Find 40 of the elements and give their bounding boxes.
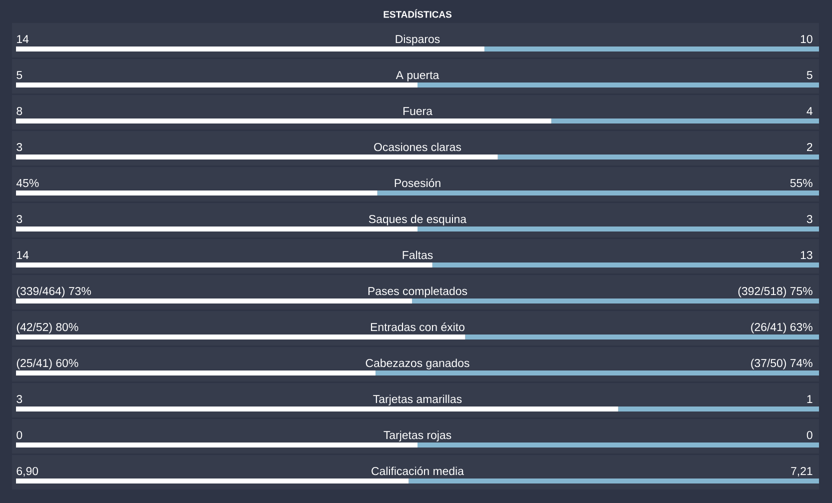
- data-label: (25/41) 60%: [16, 358, 78, 370]
- annotation: 0: [806, 431, 812, 440]
- data-label: 8: [16, 106, 22, 116]
- annotation: 0: [16, 431, 22, 440]
- data-label: 5: [16, 71, 22, 80]
- data-label: 5: [806, 71, 812, 80]
- y-tick-label: Calificación media: [372, 466, 464, 476]
- data-label: 3: [16, 394, 22, 404]
- data-label: 3: [806, 214, 812, 224]
- data-label: 3: [16, 214, 22, 224]
- data-label: (392/518) 75%: [738, 286, 812, 298]
- y-tick-label: Saques de esquina: [368, 214, 467, 226]
- data-label: (42/52) 80%: [16, 322, 78, 334]
- y-tick-label: Fuera: [403, 107, 432, 116]
- y-tick-label: Pases completados: [368, 286, 468, 298]
- data-label: (26/41) 63%: [751, 322, 812, 334]
- data-label: 4: [806, 107, 812, 115]
- y-tick-label: Faltas: [402, 250, 433, 260]
- y-tick-label: Cabezazos ganados: [366, 358, 470, 370]
- data-label: 14: [17, 35, 29, 43]
- y-tick-label: Ocasiones claras: [374, 142, 461, 152]
- data-label: 6,90: [16, 467, 38, 476]
- data-label: 55%: [790, 179, 812, 188]
- data-label: (339/464) 73%: [16, 286, 91, 298]
- y-tick-label: Entradas con éxito: [370, 322, 464, 332]
- data-label: 7,21: [791, 467, 812, 476]
- data-label: 14: [17, 251, 29, 259]
- data-label: 2: [807, 142, 812, 151]
- y-tick-label: Tarjetas rojas: [384, 430, 452, 442]
- data-label: (37/50) 74%: [751, 358, 812, 370]
- y-tick-label: Tarjetas amarillas: [373, 394, 462, 406]
- data-label: 1: [807, 395, 812, 403]
- data-label: 45%: [16, 179, 39, 188]
- y-tick-label: A puerta: [396, 71, 440, 82]
- data-label: 13: [800, 250, 812, 260]
- chart-title: ESTADÍSTICAS: [384, 9, 452, 18]
- data-label: 10: [800, 34, 812, 44]
- data-label: 3: [16, 142, 22, 152]
- y-tick-label: Posesión: [394, 178, 440, 188]
- y-tick-label: Disparos: [396, 34, 440, 46]
